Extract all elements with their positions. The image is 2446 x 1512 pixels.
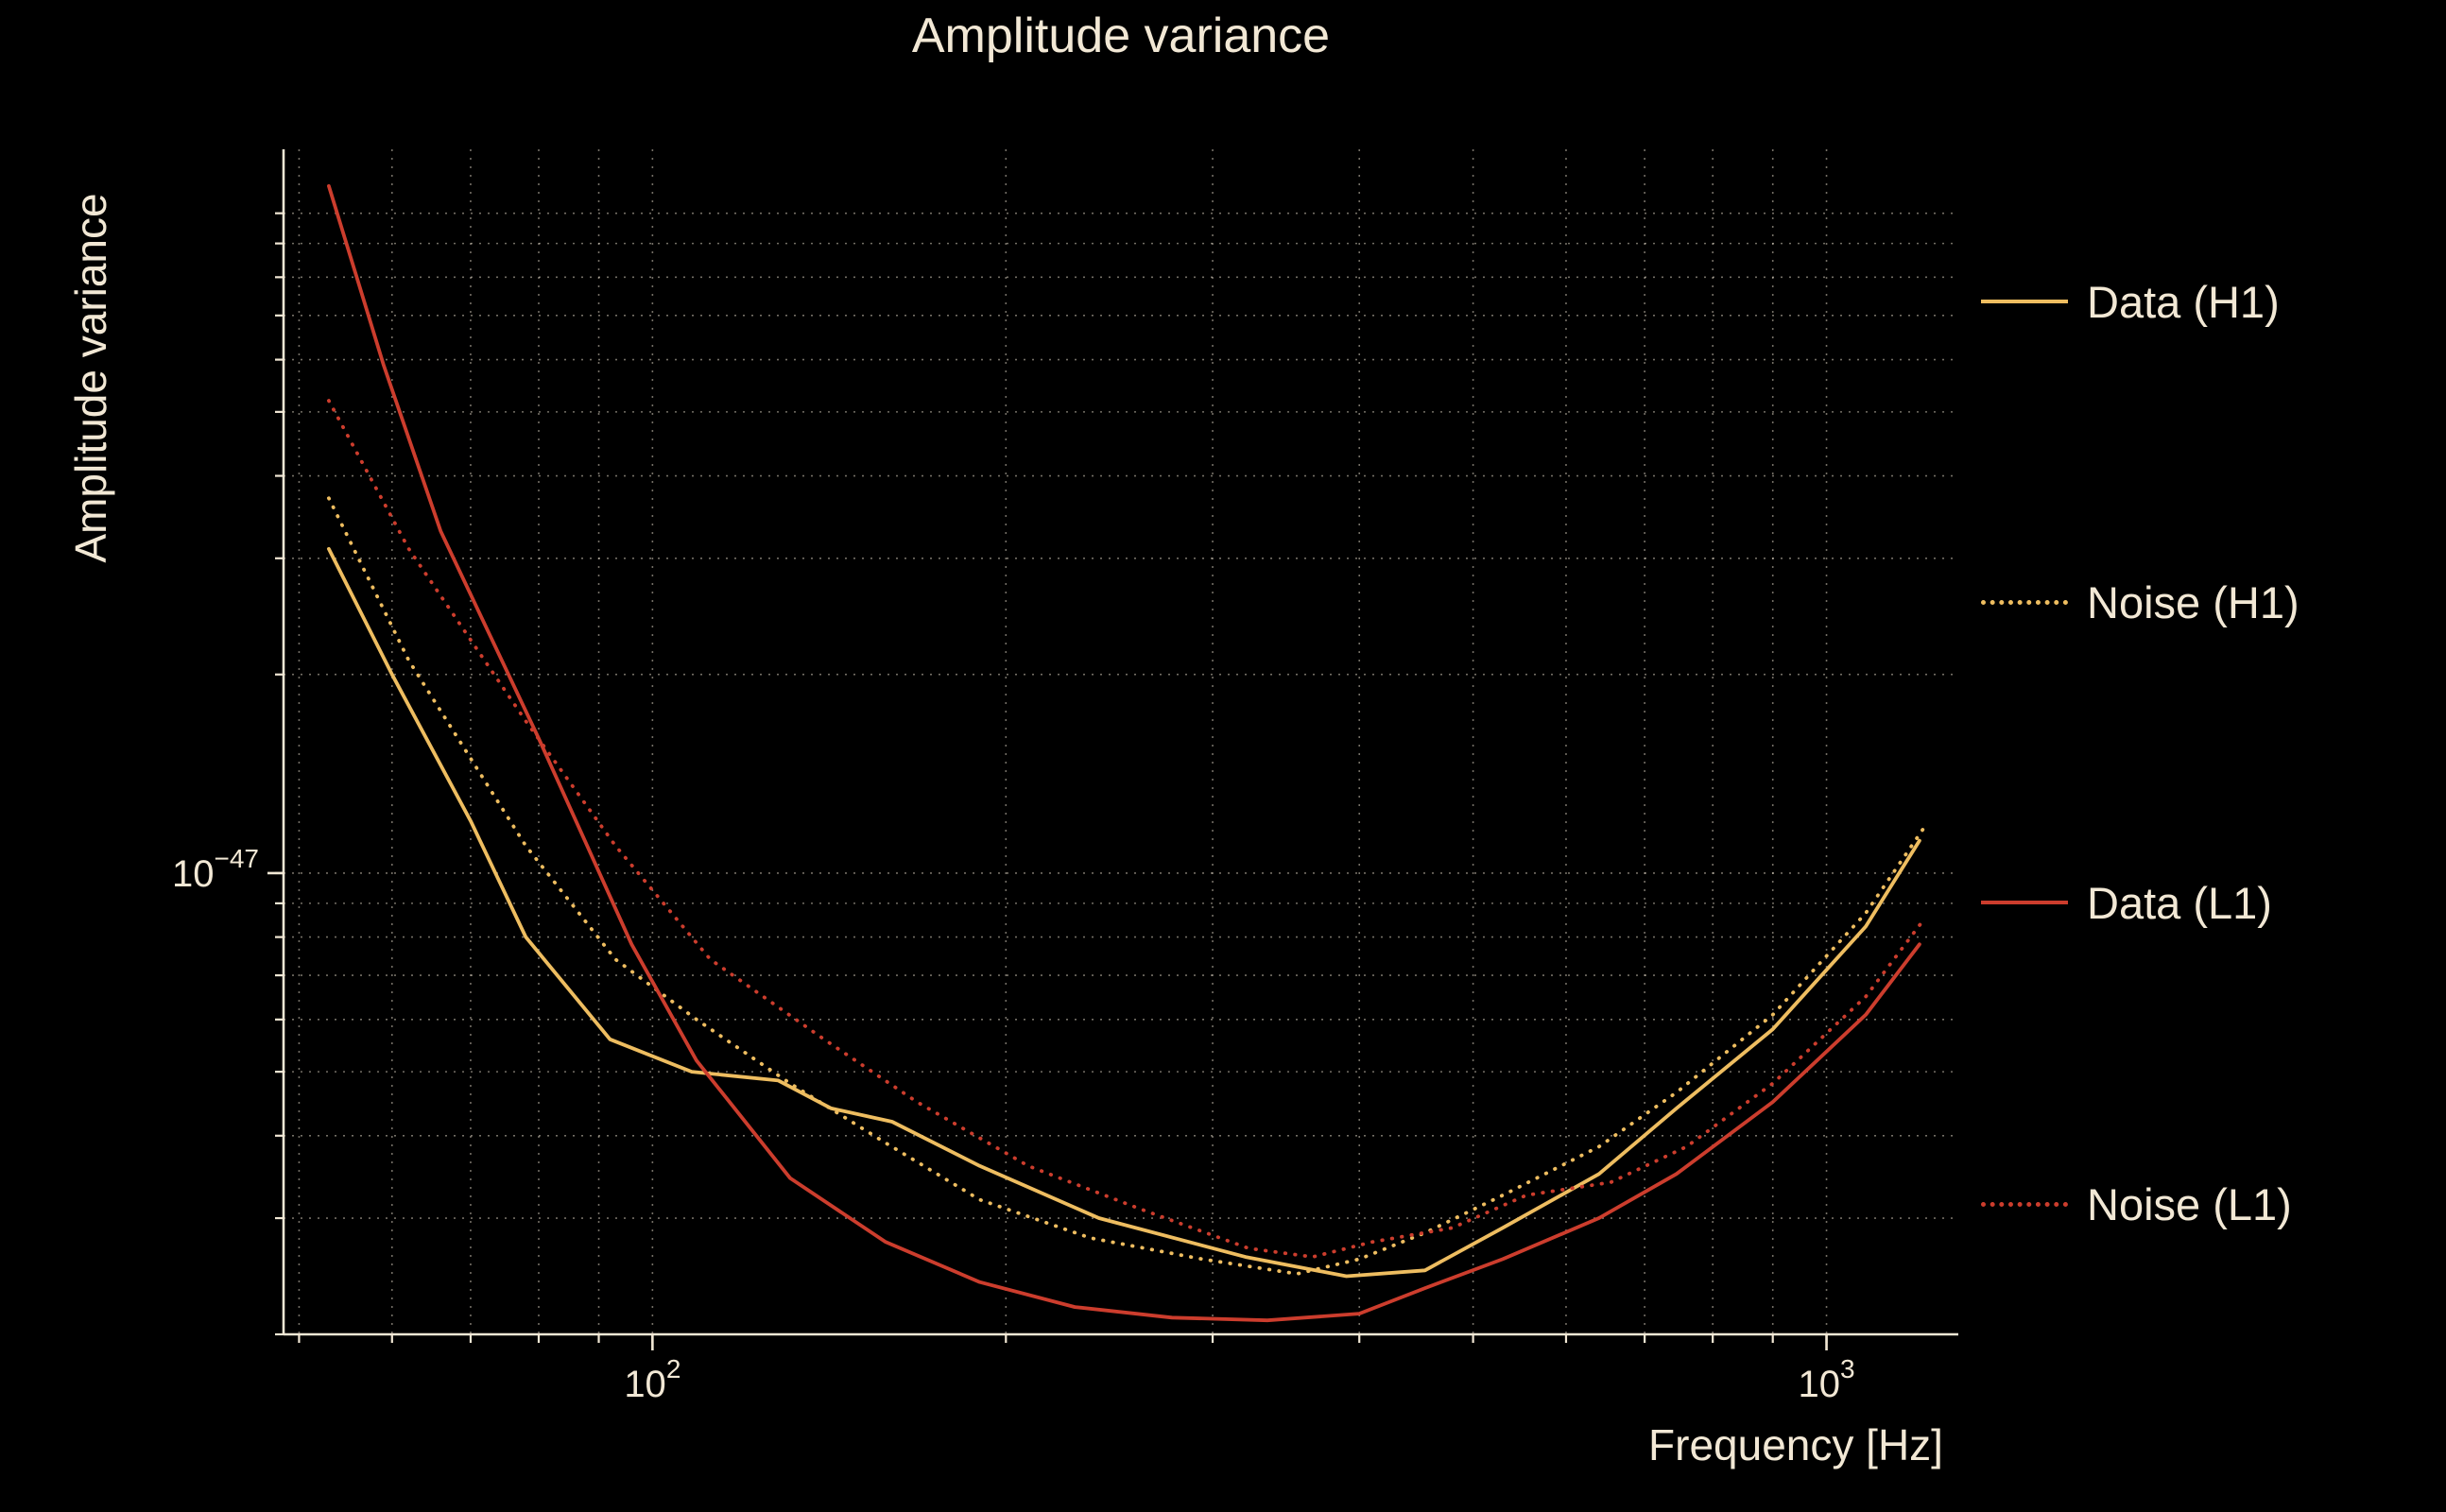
- series: [326, 183, 1926, 1323]
- legend-line-sample-noise-l1: [1981, 1201, 2068, 1207]
- legend-entry-data-h1: Data (H1): [1981, 271, 2280, 332]
- legend-entry-noise-h1: Noise (H1): [1981, 572, 2300, 632]
- legend-label-data-h1: Data (H1): [2087, 276, 2280, 327]
- x-axis-label: Frequency [Hz]: [1648, 1420, 1943, 1469]
- chart-title: Amplitude variance: [911, 9, 1331, 63]
- legend-label-noise-h1: Noise (H1): [2087, 576, 2300, 627]
- series-line-noise-h1: [326, 496, 1926, 1276]
- legend-line-sample-noise-h1: [1981, 599, 2068, 605]
- tick-marks: [267, 212, 1828, 1350]
- series-line-data-h1: [326, 546, 1921, 1279]
- gridlines: [284, 149, 1958, 1335]
- series-line-noise-l1: [326, 399, 1926, 1259]
- legend-line-sample-data-h1: [1981, 300, 2068, 303]
- tick-labels: 102 103 10−47: [172, 844, 1855, 1405]
- y-tick-label: 10−47: [172, 844, 259, 895]
- x-tick-label: 102: [624, 1354, 680, 1405]
- x-tick-label: 103: [1799, 1354, 1855, 1405]
- legend-entry-noise-l1: Noise (L1): [1981, 1174, 2292, 1234]
- series-line-data-l1: [326, 183, 1921, 1323]
- legend-line-sample-data-l1: [1981, 901, 2068, 904]
- legend-label-noise-l1: Noise (L1): [2087, 1178, 2292, 1229]
- legend: Data (H1) Noise (H1) Data (L1) Noise (L1…: [1981, 0, 2446, 1512]
- legend-entry-data-l1: Data (L1): [1981, 872, 2272, 933]
- legend-label-data-l1: Data (L1): [2087, 877, 2272, 928]
